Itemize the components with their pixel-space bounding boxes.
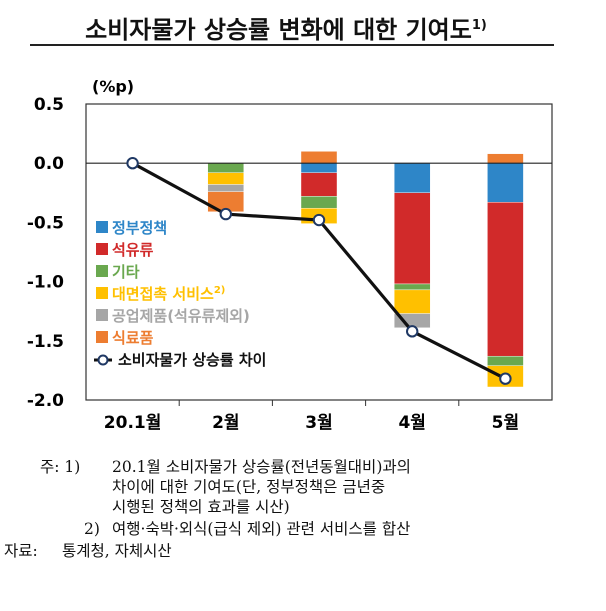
legend-label: 식료품: [112, 329, 154, 347]
x-tick-label: 20.1월: [104, 413, 162, 433]
legend-label: 정부정책: [112, 219, 167, 237]
bar-segment: [207, 172, 245, 185]
x-tick-label: 2월: [212, 413, 239, 433]
bar-segment: [300, 162, 338, 173]
bar-segment: [207, 184, 245, 192]
source-text: 통계청, 자체시산: [62, 542, 172, 560]
bar-segment: [394, 162, 431, 193]
line-point: [219, 207, 233, 221]
bar-segment: [300, 172, 338, 197]
note-2-prefix: 2): [84, 520, 100, 538]
bar-segment: [394, 289, 431, 314]
bar-segment: [487, 162, 524, 203]
plot-area-border: [85, 103, 553, 401]
legend-swatch: [96, 243, 108, 255]
legend-swatch: [96, 221, 108, 233]
line-point: [126, 157, 139, 170]
y-tick-label: -1.0: [27, 273, 64, 293]
legend-swatch: [96, 287, 108, 299]
y-tick-label: 0.5: [34, 95, 64, 115]
chart-title: 소비자물가 상승률 변화에 대한 기여도1): [6, 10, 566, 45]
bar-segment: [487, 355, 524, 366]
legend-line-marker: [97, 354, 109, 366]
bar-segment: [394, 283, 431, 291]
x-tick-label: 4월: [398, 413, 425, 433]
note-1-prefix: 주: 1): [40, 458, 81, 476]
x-tick-label: 3월: [305, 413, 332, 433]
chart-title-footnote-mark: 1): [471, 18, 487, 33]
bar-segment: [394, 192, 431, 285]
legend-swatch: [96, 309, 108, 321]
note-2-text: 여행·숙박·외식(급식 제외) 관련 서비스를 합산: [112, 520, 411, 538]
bar-segment: [300, 196, 338, 209]
y-tick-label: -1.5: [27, 332, 64, 352]
title-underline: [30, 44, 554, 46]
stacked-bar-chart: (%p)0.50.0-0.5-1.0-1.5-2.020.1월 2월 3월 4월 5월 …: [27, 77, 553, 433]
line-group: [126, 157, 512, 385]
y-tick-label: 0.0: [34, 154, 64, 174]
bar-segment: [487, 202, 524, 357]
legend-swatch: [96, 331, 108, 343]
chart-title-text: 소비자물가 상승률 변화에 대한 기여도: [85, 16, 472, 44]
bar-segment: [300, 151, 338, 164]
note-1-line-2: 차이에 대한 기여도(단, 정부정책은 금년중: [112, 478, 386, 496]
y-unit-label: (%p): [92, 77, 134, 96]
source-label: 자료:: [4, 542, 38, 560]
axes-group: (%p) 0.5 0.0 -0.5 -1.0 -1.5 -2.0 20.1월 2월 3월 4월 5월: [27, 77, 552, 433]
note-1-line-3: 시행된 정책의 효과를 시산): [112, 498, 290, 516]
legend-footnote-mark: 2): [214, 285, 226, 296]
line-point: [499, 372, 512, 385]
legend-label: 기타: [112, 263, 140, 281]
y-tick-label: -2.0: [27, 391, 64, 411]
bar-segment: [487, 153, 524, 164]
legend-label: 석유류: [112, 241, 154, 259]
legend-swatch: [96, 265, 108, 277]
note-1-line-1: 20.1월 소비자물가 상승률(전년동월대비)과의: [112, 458, 411, 476]
legend-label: 공업제품(석유류제외): [112, 307, 250, 325]
line-point: [406, 325, 419, 338]
x-tick-label: 5월: [492, 413, 519, 433]
line-point: [312, 213, 326, 227]
legend-label: 대면접촉 서비스2): [112, 285, 225, 303]
y-tick-label: -0.5: [27, 213, 64, 233]
bars-group: [207, 151, 524, 388]
bar-segment: [207, 162, 245, 173]
legend-label: 소비자물가 상승률 차이: [118, 351, 266, 369]
